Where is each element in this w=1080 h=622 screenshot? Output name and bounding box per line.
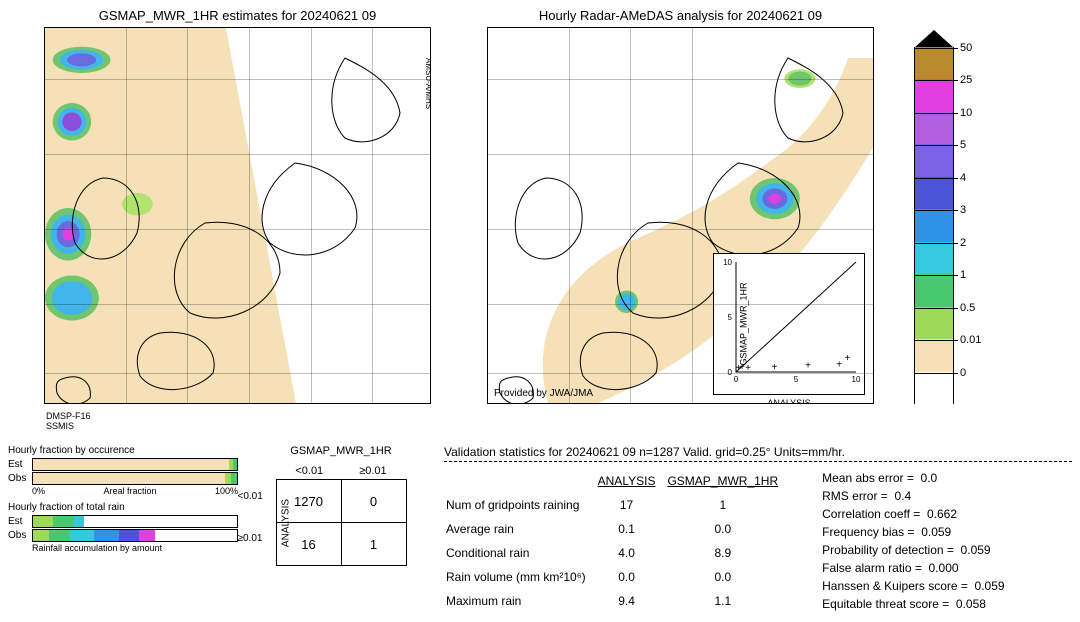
- ct-col1: ≥0.01: [359, 465, 386, 477]
- stats-table: Mean abs error = 0.0RMS error = 0.4Corre…: [820, 468, 1006, 614]
- svg-text:10: 10: [852, 375, 861, 384]
- svg-text:0: 0: [734, 375, 739, 384]
- tot-obs-label: Obs: [8, 530, 32, 541]
- svg-text:+: +: [805, 361, 811, 372]
- validation-table: ANALYSISGSMAP_MWR_1HR Num of gridpoints …: [444, 468, 790, 614]
- svg-text:+: +: [771, 362, 777, 373]
- ct-row-axis: ANALYSIS: [280, 498, 291, 546]
- vh-0: ANALYSIS: [598, 470, 666, 492]
- ct-row0: <0.01: [238, 491, 263, 502]
- occ-obs-bar: [32, 472, 238, 485]
- map-left-title: GSMAP_MWR_1HR estimates for 20240621 09: [44, 8, 431, 23]
- inset-ylabel: GSMAP_MWR_1HR: [739, 282, 749, 365]
- occ-axis-2: 100%: [215, 486, 238, 496]
- svg-text:5: 5: [728, 313, 733, 322]
- map-right-panel: Hourly Radar-AMeDAS analysis for 2024062…: [487, 8, 874, 405]
- colorbar: 502510543210.50.010: [914, 30, 954, 405]
- sat-label-bottom: DMSP-F16 SSMIS: [46, 411, 91, 431]
- validation-block: Validation statistics for 20240621 09 n=…: [444, 445, 1072, 614]
- occ-obs-label: Obs: [8, 473, 32, 484]
- svg-text:5: 5: [794, 375, 799, 384]
- bottom-row: Hourly fraction by occurence Est Obs 0% A…: [8, 445, 1072, 614]
- ct-11: 1: [341, 523, 406, 566]
- occ-est-label: Est: [8, 459, 32, 470]
- occ-title: Hourly fraction by occurence: [8, 445, 238, 456]
- map-left: MetOp-A AMSU-A/MHS 45°N40°N35°N30°N25°N1…: [44, 27, 431, 404]
- provided-label: Provided by JWA/JMA: [494, 388, 593, 399]
- occ-axis-1: Areal fraction: [103, 486, 156, 496]
- svg-text:+: +: [845, 353, 851, 364]
- ct-row1: ≥0.01: [238, 533, 263, 544]
- occ-axis-0: 0%: [32, 486, 45, 496]
- contingency-title: GSMAP_MWR_1HR: [256, 445, 426, 457]
- tot-est-label: Est: [8, 516, 32, 527]
- tot-legend: Rainfall accumulation by amount: [32, 543, 162, 553]
- tot-est-bar: [32, 515, 238, 528]
- divider: [444, 461, 1072, 462]
- top-row: GSMAP_MWR_1HR estimates for 20240621 09 …: [8, 8, 1072, 405]
- ct-01: 0: [341, 480, 406, 523]
- map-left-panel: GSMAP_MWR_1HR estimates for 20240621 09 …: [44, 8, 431, 405]
- map-right: Provided by JWA/JMA 00551010+++++++ GSMA…: [487, 27, 874, 404]
- validation-title: Validation statistics for 20240621 09 n=…: [444, 445, 1072, 459]
- contingency-block: GSMAP_MWR_1HR <0.01≥0.01 ANALYSIS <0.01 …: [256, 445, 426, 569]
- inset-xlabel: ANALYSIS: [714, 398, 864, 404]
- svg-text:+: +: [836, 360, 842, 371]
- sat-label-right: MetOp-A AMSU-A/MHS: [424, 58, 431, 109]
- fraction-block: Hourly fraction by occurence Est Obs 0% A…: [8, 445, 238, 559]
- svg-text:10: 10: [723, 258, 732, 267]
- occ-est-bar: [32, 458, 238, 471]
- tot-obs-bar: [32, 529, 238, 542]
- vh-1: GSMAP_MWR_1HR: [667, 470, 788, 492]
- tot-title: Hourly fraction of total rain: [8, 502, 238, 513]
- contingency-table: 12700 161: [276, 479, 407, 566]
- colorbar-arrow-icon: [914, 30, 954, 48]
- map-right-title: Hourly Radar-AMeDAS analysis for 2024062…: [487, 8, 874, 23]
- ct-col0: <0.01: [295, 465, 323, 477]
